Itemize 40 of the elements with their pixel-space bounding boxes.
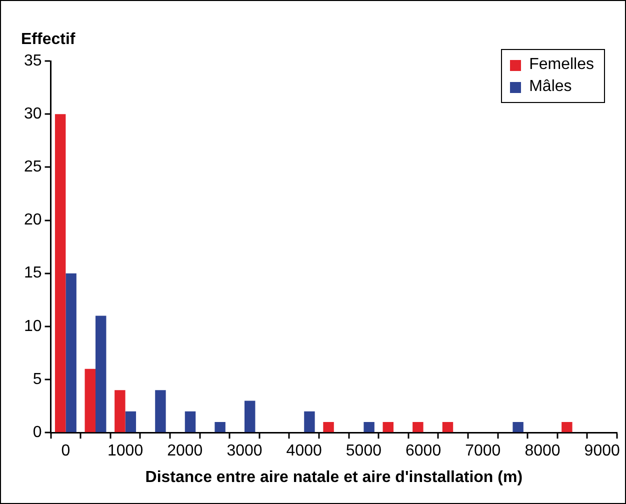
bar [412, 422, 424, 432]
y-tick-label: 10 [24, 318, 42, 335]
x-tick-label: 6000 [406, 442, 442, 460]
y-tick-label: 25 [24, 158, 42, 176]
y-axis-title: Effectif [21, 31, 76, 49]
legend-label: Mâles [529, 77, 572, 97]
bar [114, 390, 126, 432]
y-tick-label: 30 [24, 105, 42, 122]
y-tick-label: 35 [24, 52, 42, 70]
bar [54, 114, 66, 432]
bar [382, 422, 394, 432]
bar [244, 400, 256, 432]
bar [562, 422, 572, 432]
bar [323, 422, 334, 432]
x-axis-title: Distance entre aire natale et aire d'installation (m) [145, 468, 523, 486]
y-tick-label: 15 [24, 264, 42, 282]
y-tick-label: 0 [32, 424, 42, 442]
x-tick-label: 8000 [524, 442, 560, 460]
x-tick-label: 3000 [226, 442, 262, 460]
bar [95, 316, 106, 432]
x-tick-label: 5000 [346, 442, 382, 460]
x-tick-label: 1000 [108, 442, 144, 460]
y-tick-label: 5 [32, 370, 42, 388]
bar [84, 368, 96, 432]
y-tick-label: 20 [24, 212, 42, 229]
x-tick-label: 7000 [465, 442, 501, 460]
bar [155, 390, 166, 432]
x-tick-label: 9000 [584, 442, 620, 460]
x-tick-label: 4000 [286, 442, 322, 460]
bar [442, 422, 454, 432]
x-tick-label: 0 [61, 442, 70, 460]
bar [364, 422, 374, 432]
bar [214, 422, 226, 432]
bar [66, 273, 76, 432]
bar [512, 422, 524, 432]
bar [125, 411, 136, 432]
x-tick-label: 2000 [167, 442, 203, 460]
bar [184, 411, 196, 432]
bar [304, 411, 315, 432]
legend-label: Femelles [529, 55, 594, 75]
